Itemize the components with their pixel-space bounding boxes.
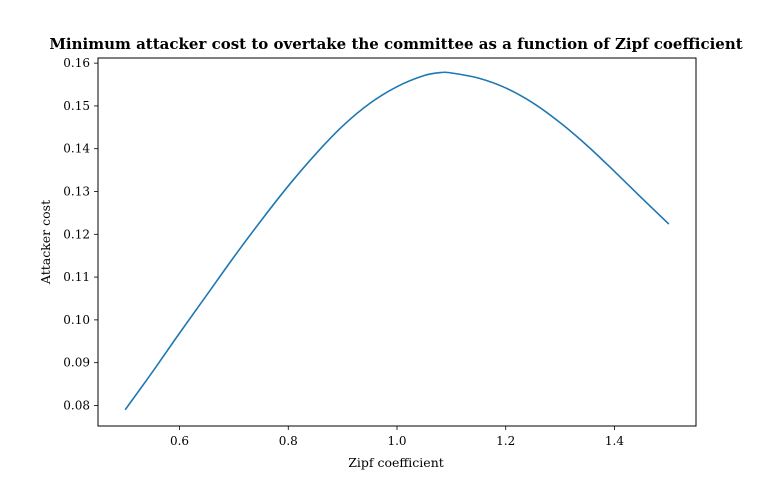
x-tick-label: 1.4 xyxy=(605,434,624,448)
y-tick-label: 0.12 xyxy=(63,227,90,241)
y-tick-label: 0.15 xyxy=(63,99,90,113)
y-tick-label: 0.09 xyxy=(63,356,90,370)
x-tick-label: 1.0 xyxy=(387,434,406,448)
x-axis-label: Zipf coefficient xyxy=(348,455,444,470)
x-tick-label: 1.2 xyxy=(496,434,515,448)
plot-frame xyxy=(97,57,697,427)
y-tick-label: 0.11 xyxy=(63,270,90,284)
y-tick-label: 0.13 xyxy=(63,185,90,199)
y-tick-label: 0.14 xyxy=(63,142,90,156)
chart-title: Minimum attacker cost to overtake the co… xyxy=(49,35,742,53)
y-axis-label: Attacker cost xyxy=(38,200,53,285)
y-tick-label: 0.10 xyxy=(63,313,90,327)
x-tick-label: 0.8 xyxy=(279,434,298,448)
y-tick-label: 0.16 xyxy=(63,56,90,70)
x-tick-label: 0.6 xyxy=(170,434,189,448)
x-axis: 0.6 0.8 1.0 1.2 1.4 xyxy=(170,426,624,448)
series-line-0 xyxy=(124,71,670,411)
plot-area xyxy=(97,57,697,427)
y-axis: 0.08 0.09 0.10 0.11 0.12 0.13 0.14 0.15 0.16 xyxy=(63,56,98,412)
y-tick-label: 0.08 xyxy=(63,398,90,412)
